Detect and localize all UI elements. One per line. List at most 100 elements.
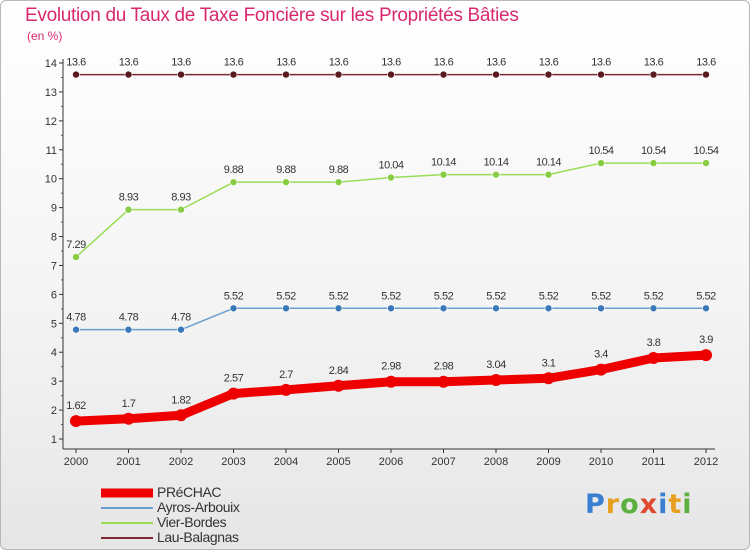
data-label: 13.6 bbox=[171, 57, 191, 69]
y-tick-label: 5 bbox=[51, 318, 57, 330]
x-tick-label: 2000 bbox=[64, 456, 88, 468]
data-point bbox=[542, 372, 555, 385]
y-tick-label: 3 bbox=[51, 376, 57, 388]
legend-swatch bbox=[101, 506, 153, 509]
data-point bbox=[124, 205, 133, 214]
logo-letter: o bbox=[620, 489, 640, 520]
data-label: 2.57 bbox=[224, 373, 244, 385]
data-point bbox=[700, 349, 712, 362]
data-point bbox=[387, 304, 395, 313]
data-label: 3.9 bbox=[699, 334, 713, 346]
legend-label: Lau-Balagnas bbox=[157, 529, 239, 545]
x-tick-label: 2009 bbox=[536, 456, 560, 468]
data-label: 5.52 bbox=[644, 290, 664, 302]
data-label: 13.6 bbox=[591, 57, 611, 69]
data-point bbox=[437, 375, 450, 388]
data-point bbox=[229, 304, 238, 313]
data-point bbox=[702, 304, 710, 313]
data-label: 2.7 bbox=[279, 369, 293, 381]
legend-label: Ayros-Arbouix bbox=[157, 499, 240, 515]
x-tick-label: 2011 bbox=[642, 456, 666, 468]
x-tick-label: 2006 bbox=[379, 456, 403, 468]
data-label: 5.52 bbox=[434, 290, 454, 302]
data-point bbox=[702, 70, 710, 79]
data-label: 8.93 bbox=[119, 192, 139, 204]
data-point bbox=[597, 70, 605, 79]
data-point bbox=[282, 70, 290, 79]
data-label: 5.52 bbox=[224, 290, 244, 302]
data-point bbox=[282, 178, 290, 186]
x-tick-label: 2002 bbox=[169, 456, 193, 468]
data-point bbox=[175, 409, 187, 422]
data-point bbox=[439, 304, 448, 313]
legend-swatch bbox=[101, 521, 153, 524]
data-point bbox=[439, 70, 448, 79]
data-label: 2.84 bbox=[329, 365, 349, 377]
data-point bbox=[124, 325, 133, 334]
data-point bbox=[649, 70, 658, 79]
data-point bbox=[334, 178, 343, 186]
y-tick-label: 12 bbox=[45, 116, 57, 128]
data-point bbox=[385, 375, 397, 388]
data-point bbox=[647, 352, 660, 365]
data-label: 3.1 bbox=[542, 357, 556, 369]
data-label: 13.6 bbox=[434, 57, 454, 69]
legend-swatch bbox=[101, 536, 153, 539]
data-point bbox=[72, 70, 80, 79]
data-point bbox=[387, 70, 395, 79]
data-label: 13.6 bbox=[486, 57, 506, 69]
data-label: 13.6 bbox=[381, 57, 401, 69]
data-point bbox=[229, 178, 238, 186]
x-tick-label: 2007 bbox=[431, 456, 455, 468]
data-label: 1.82 bbox=[171, 394, 191, 406]
data-point bbox=[334, 70, 343, 79]
legend-label: Vier-Bordes bbox=[157, 514, 227, 530]
chart-title: Evolution du Taux de Taxe Foncière sur l… bbox=[25, 5, 519, 26]
proxiti-logo: Proxiti bbox=[585, 489, 693, 520]
y-tick-label: 4 bbox=[51, 347, 57, 359]
data-label: 5.52 bbox=[329, 290, 349, 302]
x-tick-label: 2008 bbox=[484, 456, 508, 468]
data-label: 13.6 bbox=[644, 57, 664, 69]
data-label: 13.6 bbox=[119, 57, 139, 69]
data-label: 4.78 bbox=[171, 312, 191, 324]
data-label: 9.88 bbox=[224, 164, 244, 176]
data-label: 9.88 bbox=[329, 164, 349, 176]
data-point bbox=[595, 363, 607, 376]
chart-subtitle: (en %) bbox=[27, 29, 63, 43]
data-label: 13.6 bbox=[539, 57, 559, 69]
data-point bbox=[649, 304, 658, 313]
data-label: 10.04 bbox=[378, 160, 403, 172]
data-label: 10.54 bbox=[588, 145, 613, 157]
data-point bbox=[72, 325, 80, 334]
logo-letter: r bbox=[605, 489, 621, 520]
y-tick-label: 8 bbox=[51, 232, 57, 244]
data-label: 10.14 bbox=[483, 157, 508, 169]
y-tick-label: 6 bbox=[51, 289, 57, 301]
data-label: 4.78 bbox=[66, 312, 86, 324]
y-tick-label: 7 bbox=[51, 260, 57, 272]
logo-letter: i bbox=[682, 489, 693, 520]
data-label: 5.52 bbox=[591, 290, 611, 302]
data-label: 10.54 bbox=[693, 145, 718, 157]
data-point bbox=[492, 304, 500, 313]
data-point bbox=[122, 412, 135, 425]
x-tick-label: 2004 bbox=[274, 456, 298, 468]
data-label: 7.29 bbox=[66, 239, 86, 251]
x-tick-label: 2005 bbox=[326, 456, 350, 468]
legend-swatch bbox=[101, 488, 153, 497]
data-point bbox=[332, 379, 345, 392]
data-point bbox=[702, 159, 710, 167]
data-label: 10.14 bbox=[536, 157, 561, 169]
x-tick-label: 2012 bbox=[694, 456, 718, 468]
legend-label: PRéCHAC bbox=[157, 484, 222, 500]
y-tick-label: 10 bbox=[45, 174, 57, 186]
data-label: 3.04 bbox=[486, 359, 506, 371]
data-point bbox=[177, 205, 185, 214]
data-point bbox=[544, 304, 553, 313]
data-label: 13.6 bbox=[276, 57, 296, 69]
logo-letter: t bbox=[668, 489, 683, 520]
data-label: 13.6 bbox=[224, 57, 244, 69]
